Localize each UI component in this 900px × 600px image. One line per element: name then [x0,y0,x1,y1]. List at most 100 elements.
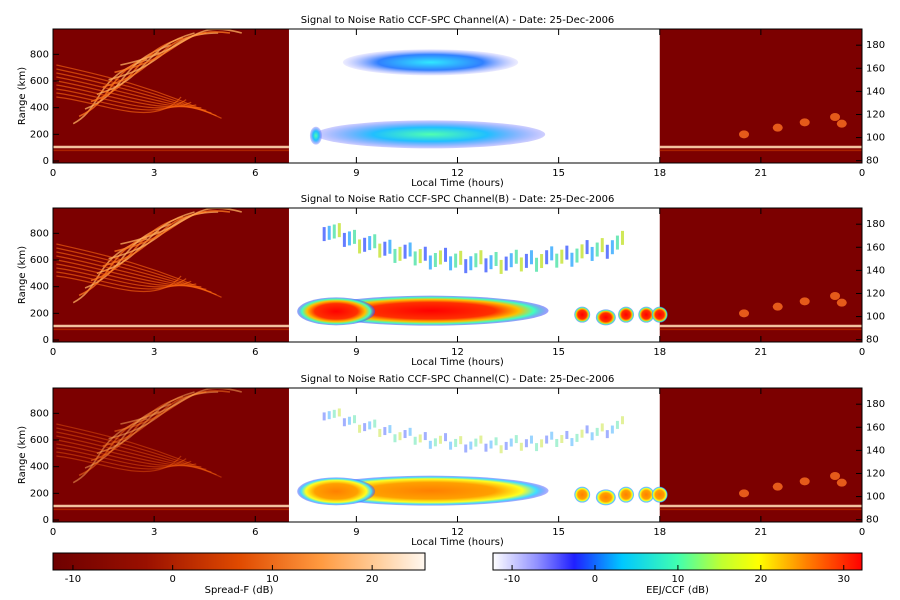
echo [403,244,407,259]
echo [560,249,564,264]
echo [605,430,609,439]
y-tick-label: 200 [30,308,49,319]
echo [638,306,655,323]
y-tick-label: 800 [30,228,49,239]
echo [358,239,362,254]
echo [312,295,549,326]
echo [499,445,503,454]
echo [413,436,417,445]
x-tick-label: 15 [552,168,565,179]
echo [499,259,503,274]
spot [836,478,847,487]
echo [519,257,523,272]
plume [56,96,182,114]
echo [580,429,584,438]
y2-tick-label: 180 [866,219,885,230]
echo [484,258,488,273]
echo [327,225,331,240]
y-tick-label: 0 [43,515,49,526]
echo [398,246,402,261]
echo [610,240,614,255]
echo [651,486,668,503]
echo [428,255,432,270]
colorbar-tick-label: 20 [754,574,767,585]
plume [56,451,187,470]
x-tick-label: 18 [653,347,666,358]
x-tick-label: 3 [151,527,157,538]
y-axis-label: Range (km) [17,246,28,304]
y-tick-label: 600 [30,255,49,266]
echo [464,444,468,453]
echo [479,250,483,265]
echo [347,231,351,246]
echo [393,434,397,443]
echo [595,489,616,506]
plume [56,455,182,473]
echo [595,427,599,436]
echo [454,438,458,447]
echo [464,259,468,274]
echo [423,432,427,441]
y-tick-label: 0 [43,335,49,346]
x-tick-label: 6 [252,347,258,358]
echo [560,434,564,443]
echo [575,433,579,442]
plume [56,275,182,293]
y2-tick-label: 140 [866,445,885,456]
plume [56,263,197,287]
x-tick-label: 21 [755,527,768,538]
colorbar [52,552,426,571]
plume [56,427,217,476]
colorbar-tick-label: 10 [266,574,279,585]
panel [53,29,862,163]
echo [509,253,513,268]
echo [555,438,559,447]
plume [56,435,207,470]
y2-tick-label: 120 [866,288,885,299]
echo [550,246,554,261]
y-axis-label: Range (km) [17,426,28,484]
echo [574,306,591,323]
x-tick-label: 6 [252,527,258,538]
colorbar-tick-label: 0 [169,574,175,585]
echo [322,227,326,242]
x-axis-label: Local Time (hours) [411,537,504,548]
echo [459,250,463,265]
echo [363,423,367,432]
echo [433,438,437,447]
echo [454,253,458,268]
echo [327,411,331,420]
colorbar-label: Spread-F (dB) [205,585,274,596]
x-tick-label: 0 [859,168,865,179]
echo [509,438,513,447]
echo [368,236,372,251]
plume [56,267,192,288]
spot [836,119,847,128]
panel [53,208,862,342]
echo [428,440,432,449]
echo [342,232,346,247]
echo [332,224,336,239]
echo [585,240,589,255]
echo [403,430,407,439]
echo [433,252,437,267]
x-tick-label: 0 [50,347,56,358]
panel-title: Signal to Noise Ratio CCF-SPC Channel(C)… [301,374,615,385]
x-tick-label: 6 [252,168,258,179]
echo [504,256,508,271]
y2-tick-label: 100 [866,133,885,144]
x-axis-label: Local Time (hours) [411,357,504,368]
echo [459,436,463,445]
spot [830,113,841,121]
x-tick-label: 9 [353,168,359,179]
y-tick-label: 0 [43,156,49,167]
echo [545,435,549,444]
echo [347,416,351,425]
y2-tick-label: 140 [866,265,885,276]
y-tick-label: 200 [30,129,49,140]
echo [388,239,392,254]
echo [545,250,549,265]
spot [739,130,750,139]
echo [378,428,382,437]
echo [494,251,498,266]
